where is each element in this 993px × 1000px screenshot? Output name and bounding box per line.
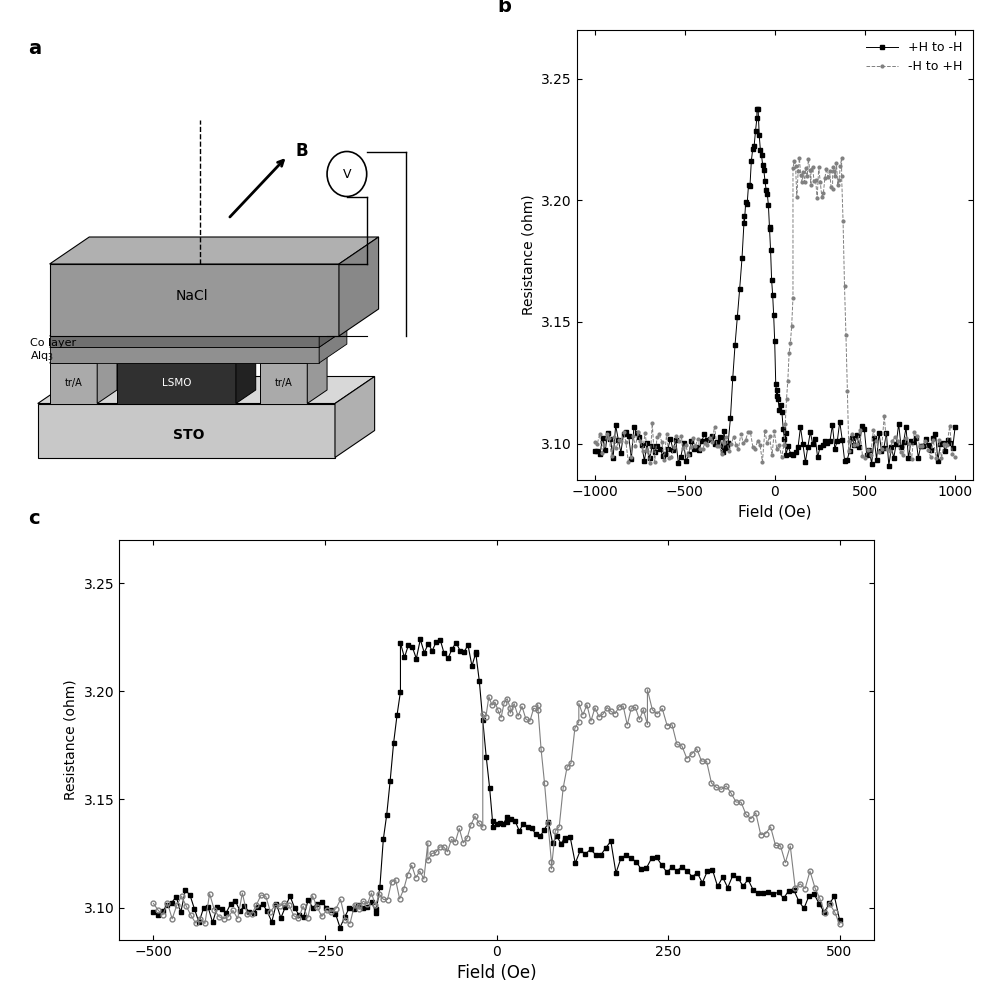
Polygon shape (50, 317, 347, 336)
-H to +H (589, 436, 601, 448)
-H to +H (643, 457, 655, 469)
X-axis label: Field (Oe): Field (Oe) (457, 964, 536, 982)
Circle shape (327, 151, 366, 196)
+H to -H (717, 446, 729, 458)
Y-axis label: Resistance (ohm): Resistance (ohm) (64, 680, 78, 800)
-H to +H (711, 440, 723, 452)
-H to +H (620, 436, 632, 448)
Text: tr/A: tr/A (65, 378, 82, 388)
-H to +H (723, 445, 735, 457)
-H to +H (776, 451, 787, 463)
Text: c: c (29, 509, 41, 528)
Text: Co layer: Co layer (30, 338, 75, 348)
Text: Alq$_3$: Alq$_3$ (30, 349, 54, 363)
-H to +H (836, 152, 848, 164)
Polygon shape (307, 350, 327, 403)
Text: LSMO: LSMO (162, 378, 192, 388)
Polygon shape (50, 264, 339, 336)
Text: V: V (343, 167, 352, 180)
Text: tr/A: tr/A (275, 378, 292, 388)
Text: STO: STO (173, 428, 205, 442)
+H to -H (631, 427, 642, 439)
+H to -H (752, 103, 764, 115)
Polygon shape (97, 350, 117, 403)
-H to +H (792, 165, 804, 177)
Text: NaCl: NaCl (176, 288, 209, 302)
+H to -H (589, 445, 601, 457)
Polygon shape (117, 350, 256, 363)
Y-axis label: Resistance (ohm): Resistance (ohm) (521, 195, 535, 315)
Polygon shape (335, 376, 374, 458)
Polygon shape (50, 336, 319, 347)
Polygon shape (117, 363, 236, 403)
Polygon shape (38, 403, 335, 458)
Polygon shape (50, 363, 97, 403)
Text: a: a (28, 39, 41, 58)
+H to -H (651, 440, 663, 452)
Text: b: b (497, 0, 511, 16)
Polygon shape (260, 363, 307, 403)
X-axis label: Field (Oe): Field (Oe) (738, 504, 811, 519)
Polygon shape (319, 317, 347, 347)
Polygon shape (50, 328, 347, 347)
Polygon shape (50, 350, 117, 363)
+H to -H (871, 454, 883, 466)
Line: -H to +H: -H to +H (592, 155, 958, 466)
Polygon shape (260, 350, 327, 363)
+H to -H (739, 210, 751, 222)
+H to -H (883, 460, 895, 472)
Polygon shape (50, 237, 378, 264)
Line: +H to -H: +H to -H (593, 107, 957, 468)
+H to -H (949, 421, 961, 433)
Text: B: B (295, 142, 308, 160)
-H to +H (805, 179, 817, 191)
Legend: +H to -H, -H to +H: +H to -H, -H to +H (861, 36, 967, 79)
Polygon shape (50, 347, 319, 363)
-H to +H (949, 451, 961, 463)
Polygon shape (236, 350, 256, 403)
Polygon shape (319, 328, 347, 363)
+H to -H (746, 155, 758, 167)
Polygon shape (339, 237, 378, 336)
Polygon shape (38, 376, 374, 403)
